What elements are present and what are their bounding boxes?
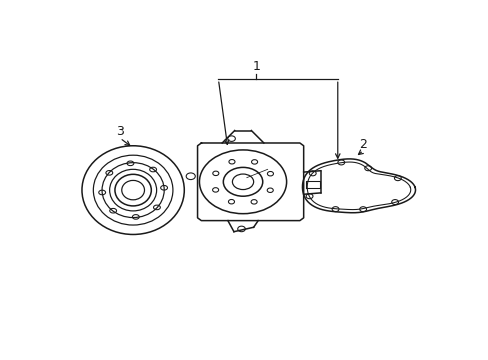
Text: 2: 2	[359, 138, 367, 151]
Text: 1: 1	[252, 60, 260, 73]
Text: 3: 3	[116, 125, 123, 138]
